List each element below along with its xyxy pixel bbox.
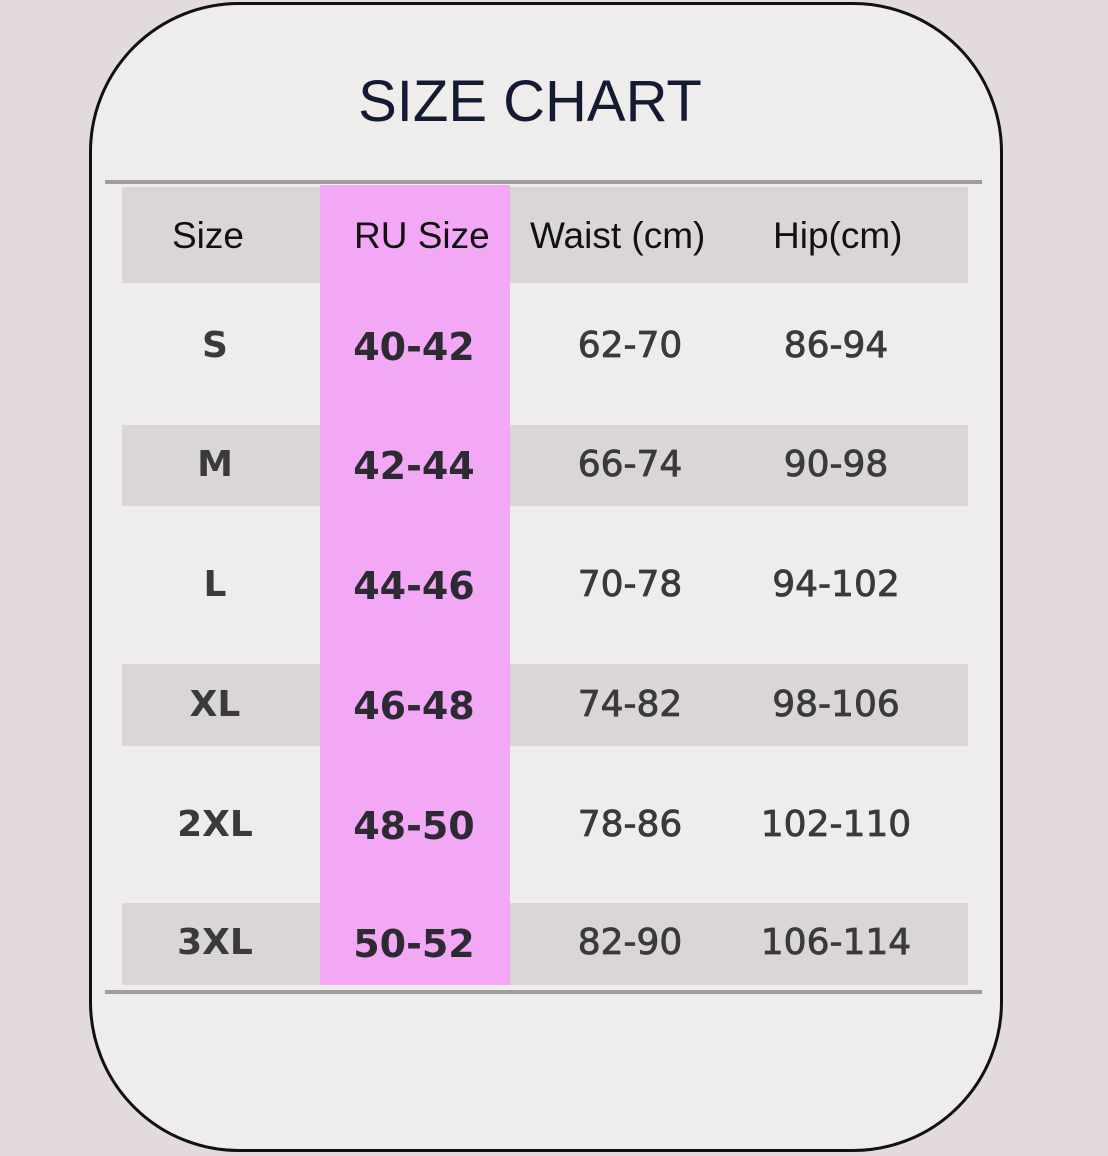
top-divider	[105, 180, 982, 184]
header-row-bg	[122, 187, 968, 283]
ru-size-column-highlight	[320, 185, 510, 985]
cell-ru: 48-50	[353, 804, 475, 848]
header-ru-size: RU Size	[354, 215, 490, 256]
cell-size: 3XL	[177, 922, 253, 963]
cell-hip: 106-114	[760, 922, 912, 964]
header-hip: Hip(cm)	[773, 215, 903, 256]
cell-hip: 94-102	[772, 564, 900, 606]
cell-size: 2XL	[177, 804, 253, 845]
cell-waist: 62-70	[577, 325, 683, 367]
cell-hip: 86-94	[783, 325, 889, 367]
cell-waist: 74-82	[577, 684, 683, 726]
cell-waist: 82-90	[577, 922, 683, 964]
cell-hip: 90-98	[783, 444, 889, 486]
page-title: SIZE CHART	[358, 69, 702, 134]
cell-ru: 46-48	[353, 684, 475, 728]
cell-ru: 40-42	[353, 325, 475, 369]
cell-size: M	[197, 444, 233, 485]
cell-waist: 70-78	[577, 564, 683, 606]
cell-ru: 50-52	[353, 922, 475, 966]
row-bg-m	[122, 425, 968, 506]
cell-size: L	[203, 564, 227, 605]
cell-ru: 42-44	[353, 444, 475, 488]
row-bg-3xl	[122, 903, 968, 985]
bottom-divider	[105, 990, 982, 994]
cell-size: S	[202, 325, 228, 366]
cell-ru: 44-46	[353, 564, 475, 608]
header-size: Size	[172, 215, 244, 256]
header-waist: Waist (cm)	[530, 215, 706, 256]
cell-waist: 66-74	[577, 444, 683, 486]
cell-hip: 102-110	[760, 804, 912, 846]
cell-size: XL	[189, 684, 241, 725]
cell-hip: 98-106	[772, 684, 900, 726]
row-bg-xl	[122, 664, 968, 746]
cell-waist: 78-86	[577, 804, 683, 846]
